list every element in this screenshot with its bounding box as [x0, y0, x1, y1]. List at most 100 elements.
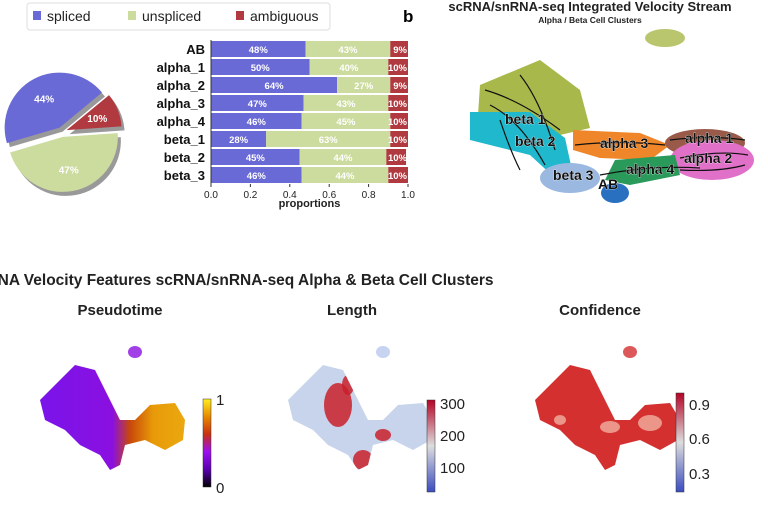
panel-title: Confidence: [559, 302, 641, 319]
bar-value-label: 28%: [229, 135, 249, 146]
colorbar-tick-label: 300: [440, 396, 465, 413]
bar-segment-spliced: [211, 149, 300, 165]
bar-segment-spliced: [211, 59, 310, 75]
cluster-label: beta 1: [505, 111, 546, 127]
bar-value-label: 10%: [388, 117, 408, 128]
bar-segment-unspliced: [303, 95, 389, 111]
bar-segment-spliced: [211, 113, 302, 129]
small-cluster: [623, 346, 637, 358]
pie-slice-ambiguous: [66, 95, 122, 131]
colorbar: [426, 399, 436, 493]
colorbar-tick-label: 0.6: [689, 431, 710, 448]
colorbar-tick-label: 0.3: [689, 466, 710, 483]
bar-segment-spliced: [211, 131, 267, 147]
colorbar: [675, 392, 685, 493]
legend: spliced unspliced ambiguous: [26, 2, 331, 31]
cluster-label: alpha 4: [626, 161, 674, 177]
pie-chart: 10% 47% 44%: [4, 72, 125, 196]
cluster-label: beta 2: [515, 133, 556, 149]
colorbar-tick-label: 200: [440, 428, 465, 445]
bar-value-label: 10%: [388, 171, 408, 182]
panel-title: Length: [327, 302, 377, 319]
umap-embedding: [288, 365, 433, 470]
small-cluster: [645, 29, 685, 47]
red-patch: [324, 383, 352, 427]
panel-title: Pseudotime: [77, 302, 162, 319]
bar-value-label: 10%: [388, 135, 408, 146]
bar-segment-ambiguous: [390, 77, 408, 93]
legend-label-spliced: spliced: [47, 8, 91, 24]
small-cluster: [376, 346, 390, 358]
cluster-label: beta 3: [553, 167, 594, 183]
legend-swatch-unspliced: [128, 11, 136, 20]
bar-segment-ambiguous: [390, 113, 408, 129]
cluster-alpha3: [573, 130, 670, 160]
bar-value-label: 46%: [247, 117, 267, 128]
x-axis-label: proportions: [279, 198, 341, 210]
small-cluster: [128, 346, 142, 358]
bar-segment-unspliced: [301, 167, 389, 183]
colorbar-tick-label: 1: [216, 392, 224, 409]
light-patch: [638, 415, 662, 431]
x-tick-label: 0.8: [362, 190, 376, 201]
cluster-label: alpha 3: [600, 135, 648, 151]
umap-embedding: [535, 365, 680, 470]
pie-slice-spliced: [4, 72, 103, 144]
light-patch: [600, 421, 620, 433]
stream-title: scRNA/snRNA-seq Integrated Velocity Stre…: [448, 0, 731, 14]
feature-panel-pseudotime: Pseudotime 1 0: [40, 302, 224, 497]
bar-value-label: 64%: [265, 81, 285, 92]
bar-value-label: 10%: [388, 153, 408, 164]
legend-swatch-ambiguous: [236, 11, 244, 20]
features-title: RNA Velocity Features scRNA/snRNA-seq Al…: [0, 272, 494, 289]
red-patch: [353, 450, 373, 470]
bar-segment-unspliced: [299, 149, 387, 165]
x-tick-label: 0.0: [204, 190, 218, 201]
legend-label-ambiguous: ambiguous: [250, 8, 319, 24]
bar-segment-unspliced: [266, 131, 391, 147]
bar-category-label: alpha_2: [157, 78, 205, 93]
bar-value-label: 40%: [339, 63, 359, 74]
cluster-label: alpha 1: [685, 130, 733, 146]
bar-category-label: beta_2: [164, 150, 205, 165]
colorbar-tick-label: 100: [440, 460, 465, 477]
bar-segment-spliced: [211, 41, 306, 57]
cluster-beta3: [540, 163, 600, 193]
umap-embedding: [40, 365, 185, 470]
pie-label-ambiguous: 10%: [87, 114, 107, 125]
bar-value-label: 63%: [319, 135, 339, 146]
bar-segment-ambiguous: [390, 41, 408, 57]
legend-swatch-spliced: [33, 11, 41, 20]
bar-value-label: 9%: [393, 45, 407, 56]
feature-panel-confidence: Confidence 0.9 0.6 0.3: [535, 302, 710, 493]
cluster-label: alpha 2: [684, 150, 732, 166]
bar-category-label: alpha_4: [157, 114, 206, 129]
bar-value-label: 50%: [251, 63, 271, 74]
bar-value-label: 48%: [249, 45, 269, 56]
bar-category-label: beta_1: [164, 132, 205, 147]
bar-category-label: AB: [186, 42, 205, 57]
bar-segment-spliced: [211, 167, 302, 183]
legend-label-unspliced: unspliced: [142, 8, 201, 24]
bar-value-label: 27%: [354, 81, 374, 92]
x-tick-label: 1.0: [401, 190, 415, 201]
colorbar-tick-label: 0.9: [689, 397, 710, 414]
cluster-alpha4: [605, 155, 680, 185]
bar-value-label: 44%: [333, 153, 353, 164]
stream-lines: [484, 74, 749, 176]
bar-segment-unspliced: [301, 113, 391, 129]
bar-category-label: beta_3: [164, 168, 205, 183]
stream-subtitle: Alpha / Beta Cell Clusters: [538, 15, 642, 25]
x-tick-label: 0.6: [322, 190, 336, 201]
bar-segment-spliced: [211, 77, 338, 93]
cluster-label: AB: [598, 176, 618, 192]
bar-segment-ambiguous: [388, 59, 408, 75]
red-patch: [342, 375, 354, 395]
bar-value-label: 45%: [336, 117, 356, 128]
bar-value-label: 45%: [246, 153, 266, 164]
bar-category-label: alpha_1: [157, 60, 205, 75]
bar-value-label: 10%: [388, 63, 408, 74]
bar-value-label: 9%: [393, 81, 407, 92]
